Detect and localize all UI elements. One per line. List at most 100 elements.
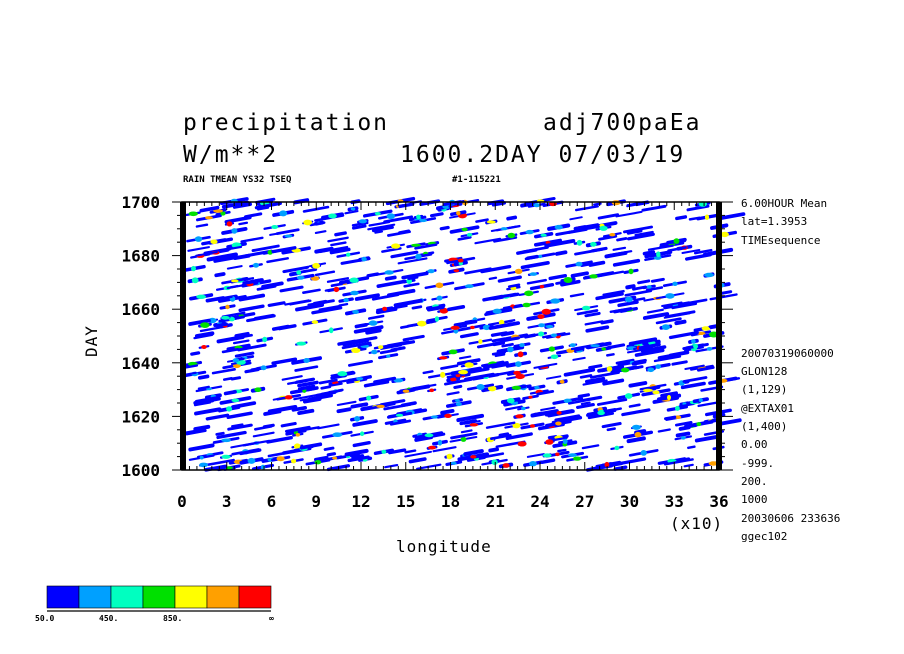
rain-cell (386, 354, 391, 358)
rain-cell (563, 398, 572, 403)
rain-streak (551, 436, 568, 442)
rain-streak (716, 212, 746, 221)
side-info-line: ggec102 (741, 530, 787, 543)
rain-streak (597, 270, 625, 278)
rain-cell (525, 229, 534, 235)
side-info-line: TIMEsequence (741, 234, 820, 247)
rain-cell (428, 445, 436, 450)
rain-streak (376, 279, 407, 289)
side-info-line: @EXTAX01 (741, 402, 794, 415)
rain-streak (616, 237, 628, 242)
rain-streak (612, 258, 641, 267)
rain-cell (624, 393, 633, 399)
rain-streak (687, 445, 696, 450)
rain-cell (293, 443, 301, 450)
rain-cell (430, 415, 439, 419)
rain-streak (557, 448, 567, 453)
rain-streak (267, 301, 286, 307)
rain-streak (221, 347, 240, 354)
y-tick-label: 1680 (121, 247, 160, 266)
rain-cell (599, 225, 608, 231)
rain-cell (436, 295, 443, 301)
rain-streak (326, 277, 350, 283)
rain-cell (696, 422, 702, 427)
rain-streak (580, 401, 591, 406)
rain-streak (694, 434, 721, 443)
x-tick-label: 18 (441, 492, 460, 511)
rain-streak (621, 408, 651, 417)
rain-cell (295, 433, 300, 437)
rain-streak (569, 216, 583, 221)
rain-streak (294, 365, 319, 372)
rain-streak (481, 452, 505, 459)
title-units: W/m**2 (183, 142, 278, 168)
rain-cell (260, 365, 267, 371)
rain-streak (388, 448, 407, 455)
rain-cell (201, 345, 207, 349)
rain-streak (254, 201, 282, 210)
rain-cell (634, 431, 642, 438)
colorbar: 50.0 450. 850. ∞ (35, 585, 274, 623)
rain-streak (497, 275, 522, 283)
rain-streak (480, 264, 512, 274)
rain-streak (697, 401, 718, 408)
heatmap-cells (181, 196, 746, 472)
rain-cell (563, 277, 573, 283)
rain-cell (521, 406, 526, 411)
rain-cell (314, 460, 322, 465)
rain-cell (478, 339, 483, 344)
rain-streak (371, 293, 400, 301)
rain-streak (426, 305, 445, 312)
rain-cell (291, 458, 297, 464)
rain-streak (266, 257, 289, 264)
rain-streak (403, 282, 420, 288)
rain-cell (515, 361, 522, 367)
rain-cell (262, 336, 268, 343)
rain-streak (597, 213, 620, 220)
rain-streak (374, 230, 384, 234)
rain-cell (529, 461, 537, 467)
rain-streak (387, 230, 411, 237)
rain-streak (650, 277, 665, 283)
rain-streak (633, 297, 646, 302)
rain-cell (533, 203, 540, 208)
rain-streak (668, 331, 699, 340)
side-info-top: 6.00HOUR Mean lat=1.3953 TIMEsequence (741, 197, 827, 247)
side-info-line: GLON128 (741, 365, 787, 378)
rain-streak (422, 370, 434, 375)
rain-cell (232, 358, 240, 363)
rain-streak (665, 310, 696, 319)
rain-cell (512, 422, 521, 429)
rain-streak (482, 361, 509, 369)
rain-cell (456, 211, 461, 216)
rain-streak (211, 367, 236, 375)
title-time-info: 1600.2DAY 07/03/19 (400, 142, 685, 168)
rain-cell (231, 279, 239, 283)
rain-cell (539, 285, 545, 289)
rain-streak (352, 441, 371, 448)
rain-streak (266, 436, 293, 444)
rain-streak (347, 455, 370, 463)
rain-streak (489, 433, 512, 441)
rain-streak (584, 311, 601, 318)
rain-cell (356, 377, 364, 381)
rain-streak (297, 408, 315, 416)
rain-streak (579, 374, 593, 379)
rain-streak (386, 340, 410, 348)
rain-cell (554, 224, 563, 230)
rain-streak (596, 398, 628, 406)
rain-cell (448, 349, 458, 355)
side-info-line: lat=1.3953 (741, 215, 807, 228)
rain-cell (572, 456, 582, 461)
rain-streak (491, 337, 507, 343)
rain-cell (284, 234, 293, 238)
y-tick-label: 1600 (121, 461, 160, 480)
rain-streak (520, 260, 550, 270)
rain-cell (343, 297, 349, 303)
rain-streak (555, 250, 568, 256)
rain-streak (318, 304, 342, 311)
rain-streak (675, 420, 693, 427)
rain-cell (221, 438, 232, 443)
rain-streak (568, 400, 582, 405)
rain-streak (252, 431, 275, 438)
